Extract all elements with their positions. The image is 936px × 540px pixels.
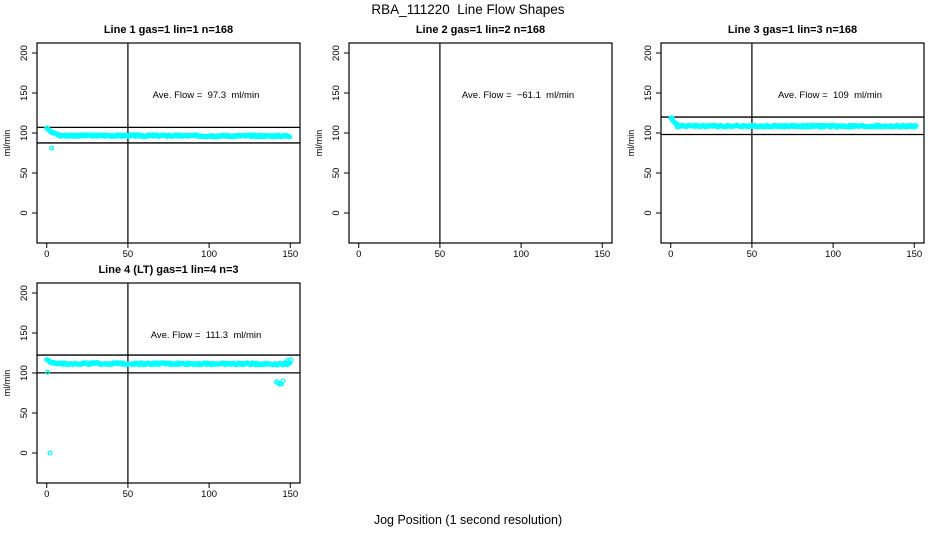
svg-text:Line 3 gas=1 lin=3 n=168: Line 3 gas=1 lin=3 n=168 bbox=[728, 24, 857, 36]
svg-text:0: 0 bbox=[643, 210, 654, 215]
svg-text:Line 2 gas=1 lin=2 n=168: Line 2 gas=1 lin=2 n=168 bbox=[416, 24, 545, 36]
svg-text:Line 1 gas=1 lin=1 n=168: Line 1 gas=1 lin=1 n=168 bbox=[104, 24, 233, 36]
svg-text:150: 150 bbox=[282, 489, 298, 500]
svg-text:0: 0 bbox=[19, 210, 30, 215]
svg-text:50: 50 bbox=[19, 168, 30, 179]
svg-text:200: 200 bbox=[643, 45, 654, 61]
svg-text:ml/min: ml/min bbox=[2, 130, 12, 157]
panel-line-4: Line 4 (LT) gas=1 lin=4 n=3 0 50 100 150 0 50 1… bbox=[0, 258, 312, 500]
svg-text:0: 0 bbox=[44, 249, 49, 260]
svg-text:100: 100 bbox=[19, 365, 30, 381]
svg-text:Ave. Flow = −61.1 ml/min: Ave. Flow = −61.1 ml/min bbox=[462, 90, 574, 101]
svg-text:50: 50 bbox=[19, 408, 30, 419]
svg-text:0: 0 bbox=[356, 249, 361, 260]
svg-text:150: 150 bbox=[19, 85, 30, 101]
panel-line-1: Line 1 gas=1 lin=1 n=168 0 50 100 150 0 50 100 1… bbox=[0, 18, 312, 260]
svg-text:200: 200 bbox=[19, 45, 30, 61]
svg-text:Ave. Flow = 97.3 ml/min: Ave. Flow = 97.3 ml/min bbox=[153, 90, 260, 101]
svg-text:ml/min: ml/min bbox=[314, 130, 324, 157]
svg-text:50: 50 bbox=[123, 489, 134, 500]
line-2-chart: Line 2 gas=1 lin=2 n=168 0 50 100 150 0 50 100 1… bbox=[314, 24, 613, 260]
svg-text:150: 150 bbox=[906, 249, 922, 260]
svg-text:200: 200 bbox=[19, 285, 30, 301]
svg-text:50: 50 bbox=[331, 168, 342, 179]
svg-text:Ave. Flow = 111.3 ml/min: Ave. Flow = 111.3 ml/min bbox=[151, 330, 262, 341]
svg-text:100: 100 bbox=[513, 249, 529, 260]
svg-text:0: 0 bbox=[331, 210, 342, 215]
svg-text:50: 50 bbox=[435, 249, 446, 260]
svg-text:100: 100 bbox=[201, 249, 217, 260]
panel-line-3: Line 3 gas=1 lin=3 n=168 0 50 100 150 0 50 100 1… bbox=[624, 18, 936, 260]
svg-text:Line 4 (LT) gas=1 lin=4 n=3: Line 4 (LT) gas=1 lin=4 n=3 bbox=[98, 264, 238, 276]
svg-text:100: 100 bbox=[331, 125, 342, 141]
main-title: RBA_111220 Line Flow Shapes bbox=[371, 2, 565, 17]
line-3-chart: Line 3 gas=1 lin=3 n=168 0 50 100 150 0 50 100 1… bbox=[626, 24, 925, 260]
svg-text:100: 100 bbox=[201, 489, 217, 500]
line-4-chart: Line 4 (LT) gas=1 lin=4 n=3 0 50 100 150 0 50 1… bbox=[2, 264, 301, 500]
svg-text:50: 50 bbox=[643, 168, 654, 179]
svg-text:150: 150 bbox=[331, 85, 342, 101]
svg-text:200: 200 bbox=[331, 45, 342, 61]
svg-text:150: 150 bbox=[594, 249, 610, 260]
svg-text:0: 0 bbox=[19, 450, 30, 455]
panel-line-2: Line 2 gas=1 lin=2 n=168 0 50 100 150 0 50 100 1… bbox=[312, 18, 624, 260]
svg-text:100: 100 bbox=[19, 125, 30, 141]
svg-text:150: 150 bbox=[282, 249, 298, 260]
svg-text:50: 50 bbox=[747, 249, 758, 260]
svg-text:150: 150 bbox=[643, 85, 654, 101]
svg-text:100: 100 bbox=[825, 249, 841, 260]
x-axis-label: Jog Position (1 second resolution) bbox=[373, 513, 563, 527]
svg-text:50: 50 bbox=[123, 249, 134, 260]
line-1-chart: Line 1 gas=1 lin=1 n=168 0 50 100 150 0 50 100 1… bbox=[2, 24, 301, 260]
svg-text:0: 0 bbox=[44, 489, 49, 500]
svg-text:ml/min: ml/min bbox=[2, 370, 12, 397]
svg-text:100: 100 bbox=[643, 125, 654, 141]
svg-text:150: 150 bbox=[19, 325, 30, 341]
svg-text:0: 0 bbox=[668, 249, 673, 260]
svg-text:Ave. Flow = 109 ml/min: Ave. Flow = 109 ml/min bbox=[778, 90, 882, 101]
svg-text:ml/min: ml/min bbox=[626, 130, 636, 157]
